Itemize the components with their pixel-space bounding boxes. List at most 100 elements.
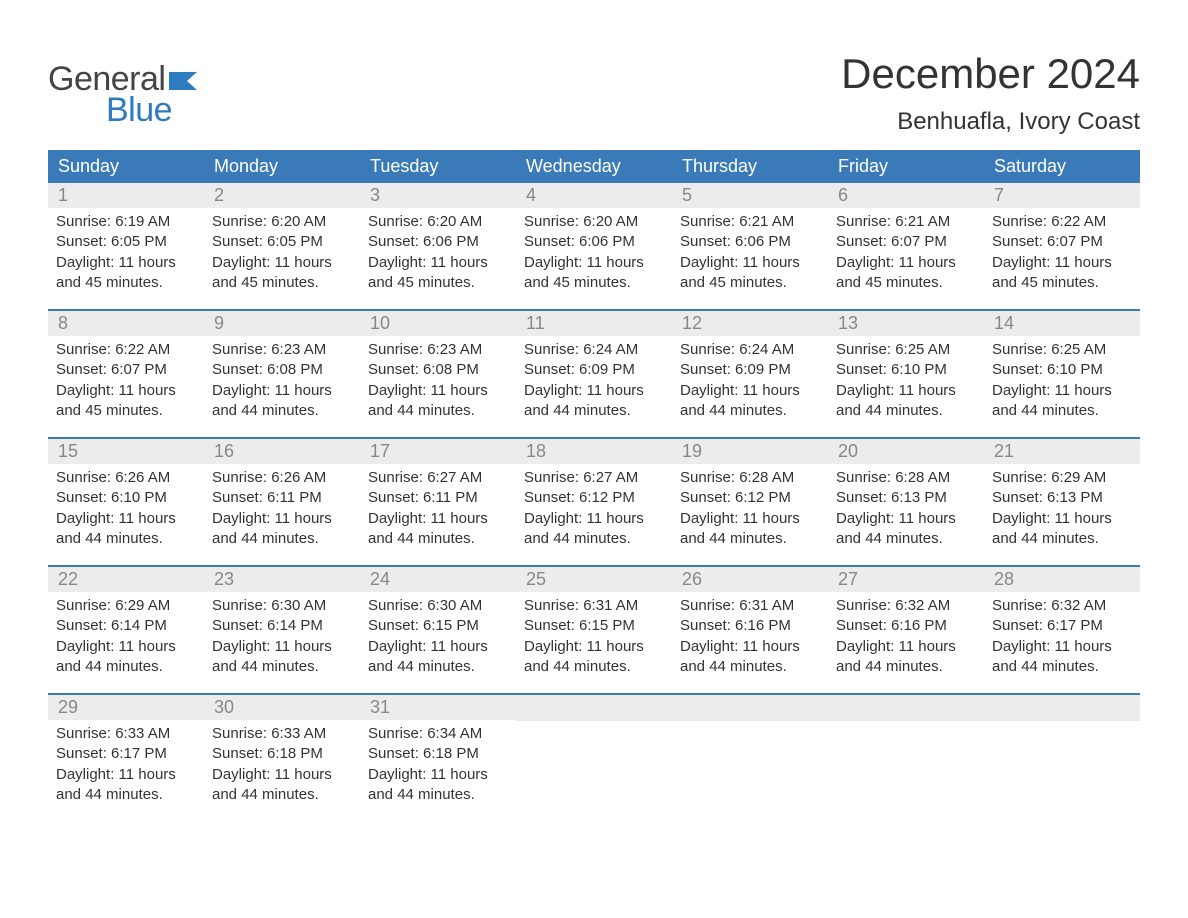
- day-number: 1: [48, 183, 204, 208]
- day-number: 30: [204, 695, 360, 720]
- sunrise-text: Sunrise: 6:28 AM: [680, 468, 820, 488]
- daylight-text-2: and 45 minutes.: [56, 401, 196, 421]
- day-body: Sunrise: 6:21 AMSunset: 6:07 PMDaylight:…: [828, 208, 984, 301]
- daylight-text-2: and 44 minutes.: [836, 529, 976, 549]
- sunrise-text: Sunrise: 6:27 AM: [524, 468, 664, 488]
- month-title: December 2024: [841, 50, 1140, 98]
- day-body: Sunrise: 6:31 AMSunset: 6:15 PMDaylight:…: [516, 592, 672, 685]
- day-cell: 28Sunrise: 6:32 AMSunset: 6:17 PMDayligh…: [984, 567, 1140, 693]
- sunrise-text: Sunrise: 6:24 AM: [680, 340, 820, 360]
- daylight-text-1: Daylight: 11 hours: [992, 509, 1132, 529]
- day-header-saturday: Saturday: [984, 150, 1140, 183]
- day-body: Sunrise: 6:20 AMSunset: 6:06 PMDaylight:…: [360, 208, 516, 301]
- daylight-text-2: and 45 minutes.: [680, 273, 820, 293]
- logo: General Blue: [48, 50, 201, 130]
- day-number: 20: [828, 439, 984, 464]
- daylight-text-1: Daylight: 11 hours: [212, 637, 352, 657]
- day-body: Sunrise: 6:23 AMSunset: 6:08 PMDaylight:…: [204, 336, 360, 429]
- daylight-text-2: and 44 minutes.: [212, 657, 352, 677]
- day-body: [672, 721, 828, 801]
- daylight-text-2: and 44 minutes.: [680, 401, 820, 421]
- daylight-text-2: and 44 minutes.: [368, 657, 508, 677]
- daylight-text-1: Daylight: 11 hours: [992, 381, 1132, 401]
- day-number: 19: [672, 439, 828, 464]
- day-number: 10: [360, 311, 516, 336]
- daylight-text-2: and 44 minutes.: [524, 529, 664, 549]
- day-body: Sunrise: 6:33 AMSunset: 6:18 PMDaylight:…: [204, 720, 360, 813]
- daylight-text-1: Daylight: 11 hours: [836, 253, 976, 273]
- sunset-text: Sunset: 6:14 PM: [56, 616, 196, 636]
- day-body: [984, 721, 1140, 801]
- day-body: Sunrise: 6:31 AMSunset: 6:16 PMDaylight:…: [672, 592, 828, 685]
- sunset-text: Sunset: 6:12 PM: [524, 488, 664, 508]
- sunset-text: Sunset: 6:08 PM: [368, 360, 508, 380]
- week-row: 15Sunrise: 6:26 AMSunset: 6:10 PMDayligh…: [48, 437, 1140, 565]
- daylight-text-1: Daylight: 11 hours: [212, 509, 352, 529]
- day-number: [984, 695, 1140, 721]
- day-body: Sunrise: 6:33 AMSunset: 6:17 PMDaylight:…: [48, 720, 204, 813]
- day-body: Sunrise: 6:22 AMSunset: 6:07 PMDaylight:…: [984, 208, 1140, 301]
- daylight-text-2: and 44 minutes.: [56, 529, 196, 549]
- day-body: Sunrise: 6:24 AMSunset: 6:09 PMDaylight:…: [672, 336, 828, 429]
- day-cell: 25Sunrise: 6:31 AMSunset: 6:15 PMDayligh…: [516, 567, 672, 693]
- sunrise-text: Sunrise: 6:23 AM: [212, 340, 352, 360]
- daylight-text-2: and 44 minutes.: [524, 401, 664, 421]
- day-number: 28: [984, 567, 1140, 592]
- day-number: 4: [516, 183, 672, 208]
- day-cell: 12Sunrise: 6:24 AMSunset: 6:09 PMDayligh…: [672, 311, 828, 437]
- daylight-text-2: and 44 minutes.: [56, 785, 196, 805]
- daylight-text-2: and 45 minutes.: [212, 273, 352, 293]
- day-cell: 8Sunrise: 6:22 AMSunset: 6:07 PMDaylight…: [48, 311, 204, 437]
- sunrise-text: Sunrise: 6:20 AM: [368, 212, 508, 232]
- daylight-text-2: and 45 minutes.: [524, 273, 664, 293]
- daylight-text-1: Daylight: 11 hours: [368, 381, 508, 401]
- sunrise-text: Sunrise: 6:19 AM: [56, 212, 196, 232]
- day-number: 11: [516, 311, 672, 336]
- sunrise-text: Sunrise: 6:29 AM: [992, 468, 1132, 488]
- daylight-text-2: and 45 minutes.: [836, 273, 976, 293]
- sunset-text: Sunset: 6:06 PM: [680, 232, 820, 252]
- day-body: Sunrise: 6:22 AMSunset: 6:07 PMDaylight:…: [48, 336, 204, 429]
- sunrise-text: Sunrise: 6:23 AM: [368, 340, 508, 360]
- day-number: [516, 695, 672, 721]
- day-number: 16: [204, 439, 360, 464]
- sunrise-text: Sunrise: 6:31 AM: [680, 596, 820, 616]
- day-number: 13: [828, 311, 984, 336]
- sunrise-text: Sunrise: 6:28 AM: [836, 468, 976, 488]
- daylight-text-2: and 44 minutes.: [680, 657, 820, 677]
- header: General Blue December 2024 Benhuafla, Iv…: [48, 50, 1140, 136]
- day-header-sunday: Sunday: [48, 150, 204, 183]
- day-body: Sunrise: 6:32 AMSunset: 6:17 PMDaylight:…: [984, 592, 1140, 685]
- sunrise-text: Sunrise: 6:20 AM: [212, 212, 352, 232]
- weeks-container: 1Sunrise: 6:19 AMSunset: 6:05 PMDaylight…: [48, 183, 1140, 821]
- day-number: 26: [672, 567, 828, 592]
- day-body: Sunrise: 6:28 AMSunset: 6:12 PMDaylight:…: [672, 464, 828, 557]
- day-cell: [672, 695, 828, 821]
- sunrise-text: Sunrise: 6:21 AM: [836, 212, 976, 232]
- sunset-text: Sunset: 6:12 PM: [680, 488, 820, 508]
- sunrise-text: Sunrise: 6:24 AM: [524, 340, 664, 360]
- daylight-text-1: Daylight: 11 hours: [524, 509, 664, 529]
- sunset-text: Sunset: 6:18 PM: [212, 744, 352, 764]
- daylight-text-2: and 44 minutes.: [212, 785, 352, 805]
- sunset-text: Sunset: 6:17 PM: [992, 616, 1132, 636]
- daylight-text-1: Daylight: 11 hours: [212, 765, 352, 785]
- day-body: Sunrise: 6:25 AMSunset: 6:10 PMDaylight:…: [984, 336, 1140, 429]
- day-number: 15: [48, 439, 204, 464]
- sunset-text: Sunset: 6:07 PM: [56, 360, 196, 380]
- sunrise-text: Sunrise: 6:34 AM: [368, 724, 508, 744]
- day-number: 23: [204, 567, 360, 592]
- daylight-text-1: Daylight: 11 hours: [56, 253, 196, 273]
- day-number: 24: [360, 567, 516, 592]
- sunset-text: Sunset: 6:05 PM: [56, 232, 196, 252]
- day-cell: 10Sunrise: 6:23 AMSunset: 6:08 PMDayligh…: [360, 311, 516, 437]
- sunset-text: Sunset: 6:14 PM: [212, 616, 352, 636]
- sunrise-text: Sunrise: 6:30 AM: [368, 596, 508, 616]
- sunrise-text: Sunrise: 6:22 AM: [992, 212, 1132, 232]
- daylight-text-2: and 44 minutes.: [992, 401, 1132, 421]
- day-number: 12: [672, 311, 828, 336]
- daylight-text-2: and 45 minutes.: [56, 273, 196, 293]
- sunrise-text: Sunrise: 6:22 AM: [56, 340, 196, 360]
- day-body: Sunrise: 6:23 AMSunset: 6:08 PMDaylight:…: [360, 336, 516, 429]
- day-number: 2: [204, 183, 360, 208]
